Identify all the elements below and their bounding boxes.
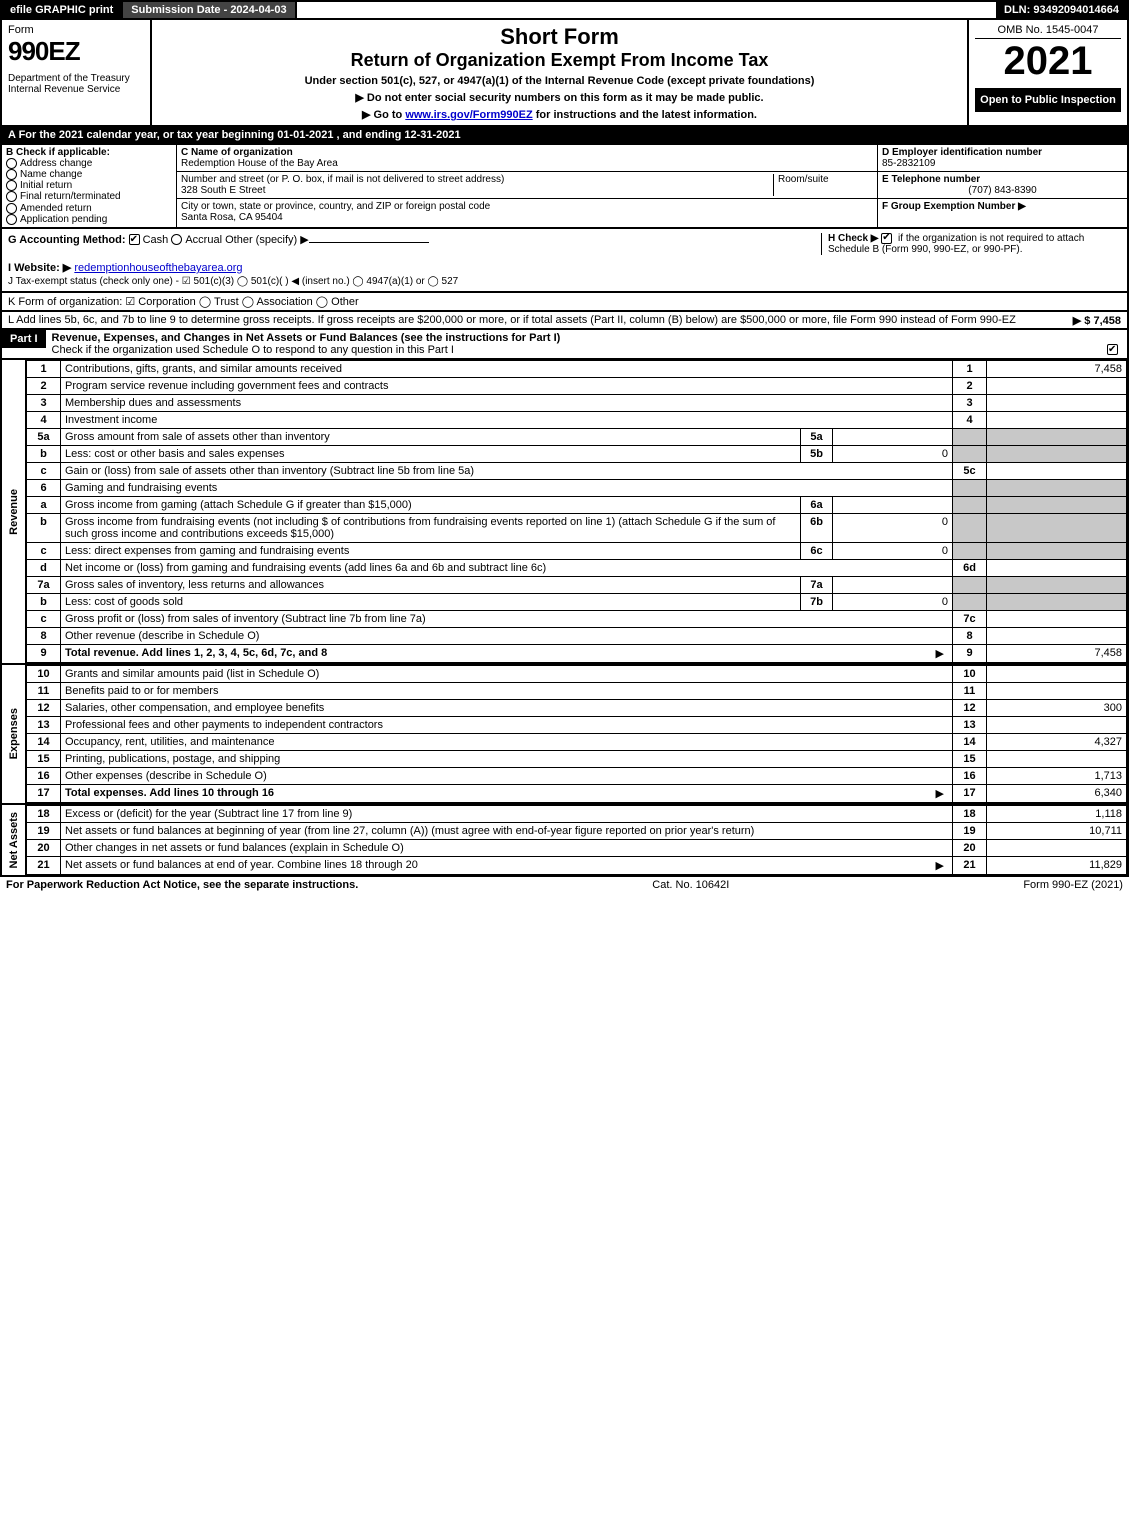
netassets-side-label: Net Assets [6,808,22,872]
tax-year: 2021 [975,39,1121,84]
col-B: B Check if applicable: Address change Na… [2,145,177,227]
chk-schedB[interactable] [881,233,892,244]
short-form-title: Short Form [158,24,961,50]
expenses-section: Expenses 10Grants and similar amounts pa… [0,665,1129,805]
dept-line2: Internal Revenue Service [8,84,144,95]
arrow-icon [932,647,948,660]
submission-date: Submission Date - 2024-04-03 [123,2,296,18]
expenses-side-label: Expenses [6,704,22,763]
header-right: OMB No. 1545-0047 2021 Open to Public In… [967,20,1127,125]
val-21: 11,829 [987,856,1127,874]
val-6b: 0 [833,513,953,542]
form-header: Form 990EZ Department of the Treasury In… [0,20,1129,127]
chk-final[interactable]: Final return/terminated [6,191,172,202]
goto-note: ▶ Go to www.irs.gov/Form990EZ for instru… [158,108,961,121]
chk-amended[interactable]: Amended return [6,203,172,214]
phone: (707) 843-8390 [882,185,1123,196]
row-G: G Accounting Method: Cash Accrual Other … [8,233,821,255]
dept-line1: Department of the Treasury [8,73,144,84]
B-title: B Check if applicable: [6,147,172,158]
under-section: Under section 501(c), 527, or 4947(a)(1)… [158,75,961,87]
col-DEF: D Employer identification number 85-2832… [877,145,1127,227]
street: 328 South E Street [181,185,773,196]
revenue-side-label: Revenue [6,485,22,539]
chk-cash[interactable] [129,234,140,245]
netassets-table: 18Excess or (deficit) for the year (Subt… [26,805,1127,875]
val-12: 300 [987,699,1127,716]
val-19: 10,711 [987,822,1127,839]
city-label: City or town, state or province, country… [181,201,873,212]
netassets-section: Net Assets 18Excess or (deficit) for the… [0,805,1129,877]
footer-mid: Cat. No. 10642I [652,879,729,891]
dln: DLN: 93492094014664 [996,2,1127,18]
room-label: Room/suite [773,174,873,196]
revenue-section: Revenue 1Contributions, gifts, grants, a… [0,360,1129,665]
row-K: K Form of organization: ☑ Corporation ◯ … [0,293,1129,312]
ssn-note: ▶ Do not enter social security numbers o… [158,91,961,104]
part-I-header: Part I Revenue, Expenses, and Changes in… [0,330,1129,360]
arrow-icon [932,787,948,800]
header-center: Short Form Return of Organization Exempt… [152,20,967,125]
chk-partI-schedO[interactable] [1107,344,1118,355]
entity-block: B Check if applicable: Address change Na… [0,145,1129,229]
efile-segment: efile GRAPHIC print [2,2,123,18]
goto-post: for instructions and the latest informat… [533,109,757,121]
val-7b: 0 [833,593,953,610]
val-14: 4,327 [987,733,1127,750]
header-left: Form 990EZ Department of the Treasury In… [2,20,152,125]
L-val: ▶ $ 7,458 [1073,314,1121,327]
org-name: Redemption House of the Bay Area [181,158,873,169]
arrow-icon [932,859,948,872]
footer-right: Form 990-EZ (2021) [1023,879,1123,891]
val-18: 1,118 [987,805,1127,822]
part-I-label: Part I [2,330,46,348]
row-H: H Check ▶ if the organization is not req… [821,233,1121,255]
val-16: 1,713 [987,767,1127,784]
E-label: E Telephone number [882,174,1123,185]
F-label: F Group Exemption Number ▶ [882,201,1123,212]
C-name-label: C Name of organization [181,147,873,158]
section-GHIJKL: G Accounting Method: Cash Accrual Other … [0,229,1129,293]
ein: 85-2832109 [882,158,1123,169]
form-word: Form [8,24,144,36]
expenses-table: 10Grants and similar amounts paid (list … [26,665,1127,803]
revenue-table: 1Contributions, gifts, grants, and simil… [26,360,1127,663]
chk-pending[interactable]: Application pending [6,214,172,225]
return-title: Return of Organization Exempt From Incom… [158,50,961,71]
val-5b: 0 [833,445,953,462]
D-label: D Employer identification number [882,147,1123,158]
city: Santa Rosa, CA 95404 [181,212,873,223]
row-I: I Website: ▶ redemptionhouseofthebayarea… [8,261,1121,274]
footer-left: For Paperwork Reduction Act Notice, see … [6,879,358,891]
chk-name[interactable]: Name change [6,169,172,180]
chk-accrual[interactable] [171,234,182,245]
val-1: 7,458 [987,360,1127,377]
part-I-check: Check if the organization used Schedule … [52,344,454,356]
chk-initial[interactable]: Initial return [6,180,172,191]
page-footer: For Paperwork Reduction Act Notice, see … [0,877,1129,893]
G-label: G Accounting Method: [8,234,126,246]
val-17: 6,340 [987,784,1127,802]
irs-link[interactable]: www.irs.gov/Form990EZ [405,109,532,121]
open-to-public: Open to Public Inspection [975,88,1121,112]
part-I-title: Revenue, Expenses, and Changes in Net As… [52,332,561,344]
val-9: 7,458 [987,644,1127,662]
other-specify[interactable] [309,242,429,243]
street-label: Number and street (or P. O. box, if mail… [181,174,773,185]
row-J: J Tax-exempt status (check only one) - ☑… [8,276,1121,287]
chk-address[interactable]: Address change [6,158,172,169]
col-C: C Name of organization Redemption House … [177,145,877,227]
row-L: L Add lines 5b, 6c, and 7b to line 9 to … [0,312,1129,330]
omb-number: OMB No. 1545-0047 [975,24,1121,39]
val-6c: 0 [833,542,953,559]
form-number: 990EZ [8,36,144,67]
website-link[interactable]: redemptionhouseofthebayarea.org [74,262,242,274]
top-bar: efile GRAPHIC print Submission Date - 20… [0,0,1129,20]
row-A: A For the 2021 calendar year, or tax yea… [0,127,1129,145]
goto-pre: ▶ Go to [362,109,405,121]
